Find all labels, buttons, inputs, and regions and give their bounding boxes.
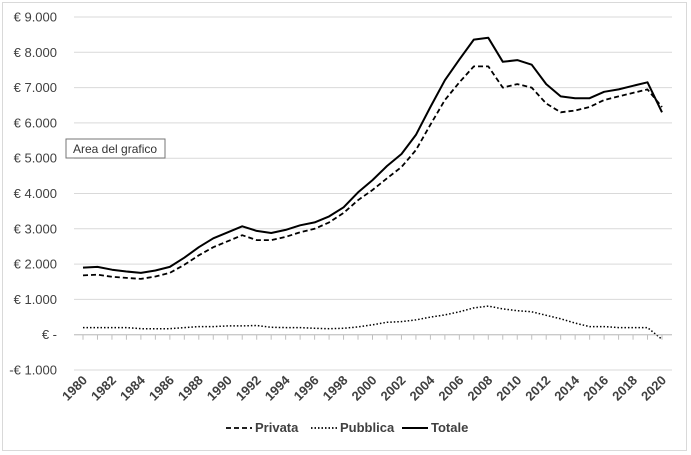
x-tick-label: 1988 bbox=[175, 373, 206, 404]
legend-label-pubblica: Pubblica bbox=[340, 420, 395, 435]
x-tick-label: 2000 bbox=[349, 373, 380, 404]
x-tick-label: 1980 bbox=[59, 373, 90, 404]
x-tick-label: 1996 bbox=[291, 373, 322, 404]
x-tick-label: 2006 bbox=[435, 373, 466, 404]
legend-label-totale: Totale bbox=[431, 420, 468, 435]
x-tick-label: 2004 bbox=[406, 372, 438, 404]
gridlines bbox=[74, 16, 672, 371]
series-line-privata bbox=[82, 65, 663, 280]
x-tick-label: 1994 bbox=[262, 372, 294, 404]
y-tick-label: € 9.000 bbox=[14, 10, 57, 25]
x-tick-label: 2016 bbox=[580, 373, 611, 404]
y-axis-labels: -€ 1.000 € - € 1.000 € 2.000 € 3.000 € 4.000 €… bbox=[9, 10, 57, 378]
tooltip-text: Area del grafico bbox=[73, 142, 157, 156]
y-tick-label: € 8.000 bbox=[14, 45, 57, 60]
y-tick-label: € 4.000 bbox=[14, 186, 57, 201]
x-tick-label: 2008 bbox=[464, 373, 495, 404]
tooltip-box bbox=[65, 138, 166, 159]
y-tick-label: -€ 1.000 bbox=[9, 363, 57, 378]
chart-area-tooltip: Area del grafico bbox=[65, 138, 166, 159]
x-tick-label: 2012 bbox=[522, 373, 553, 404]
x-tick-label: 1992 bbox=[233, 373, 264, 404]
y-tick-label: € 1.000 bbox=[14, 292, 57, 307]
x-tick-label: 1984 bbox=[117, 372, 149, 404]
y-tick-label: € - bbox=[42, 327, 57, 342]
x-tick-label: 1990 bbox=[204, 373, 235, 404]
y-tick-label: € 5.000 bbox=[14, 151, 57, 166]
series-line-totale bbox=[82, 36, 663, 274]
x-tick-label: 2018 bbox=[609, 373, 640, 404]
x-tick-label: 2010 bbox=[493, 373, 524, 404]
series-lines bbox=[82, 36, 663, 340]
legend: Privata Pubblica Totale bbox=[226, 420, 468, 435]
x-tick-label: 1982 bbox=[88, 373, 119, 404]
x-tick-label: 2020 bbox=[638, 373, 669, 404]
x-tick-label: 2002 bbox=[378, 373, 409, 404]
x-axis: 1980198219841986198819901992199419961998… bbox=[59, 334, 672, 404]
y-tick-label: € 7.000 bbox=[14, 80, 57, 95]
x-tick-label: 1986 bbox=[146, 373, 177, 404]
y-tick-label: € 6.000 bbox=[14, 115, 57, 130]
y-tick-label: € 2.000 bbox=[14, 257, 57, 272]
chart-area[interactable] bbox=[2, 2, 687, 451]
y-tick-label: € 3.000 bbox=[14, 221, 57, 236]
x-tick-label: 1998 bbox=[320, 373, 351, 404]
x-tick-label: 2014 bbox=[551, 372, 583, 404]
legend-label-privata: Privata bbox=[255, 420, 299, 435]
